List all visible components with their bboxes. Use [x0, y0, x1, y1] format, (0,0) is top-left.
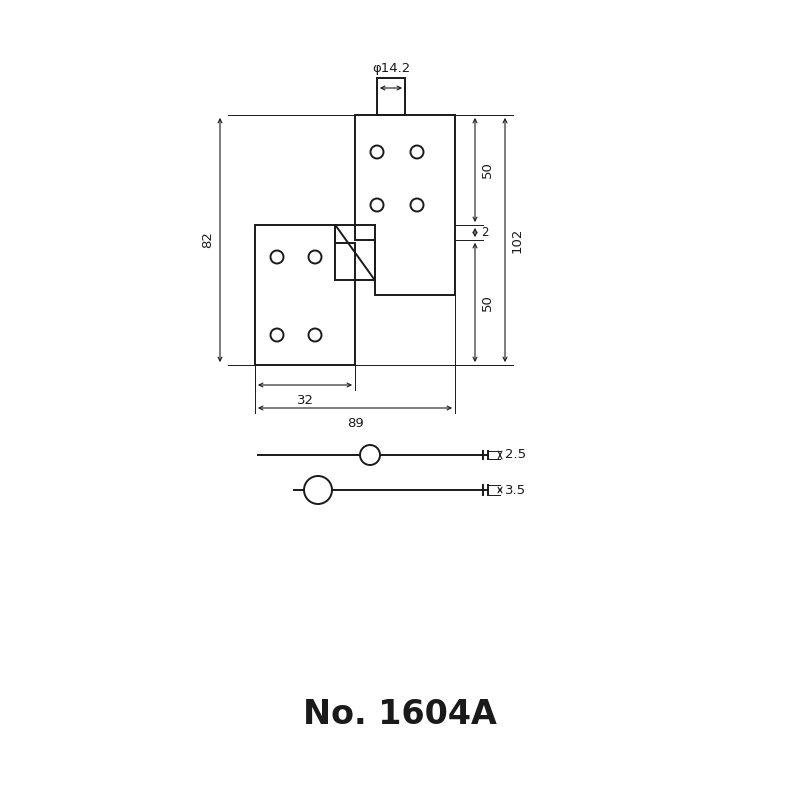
Text: 2.5: 2.5	[505, 449, 526, 462]
Text: 82: 82	[201, 231, 214, 249]
Text: 32: 32	[297, 394, 314, 407]
Text: No. 1604A: No. 1604A	[303, 698, 497, 731]
Text: 89: 89	[346, 417, 363, 430]
Text: 50: 50	[481, 294, 494, 311]
Text: 102: 102	[511, 227, 524, 253]
Text: 50: 50	[481, 162, 494, 178]
Text: φ14.2: φ14.2	[372, 62, 410, 75]
Text: 3.5: 3.5	[505, 483, 526, 497]
Text: 2: 2	[481, 226, 489, 239]
